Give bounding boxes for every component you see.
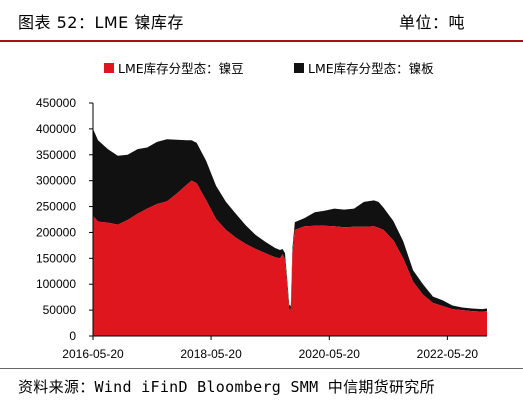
plot-area — [93, 128, 487, 336]
x-tick-label: 2018-05-20 — [180, 347, 242, 361]
y-tick-label: 50000 — [43, 303, 77, 317]
legend: LME库存分型态：镍豆 LME库存分型态：镍板 — [104, 61, 434, 76]
y-tick-label: 450000 — [36, 96, 76, 110]
series-area-nickel-plate — [93, 128, 487, 312]
legend-label: LME库存分型态：镍豆 — [118, 61, 244, 76]
x-tick-label: 2016-05-20 — [62, 347, 124, 361]
legend-swatch — [294, 63, 304, 73]
y-tick-label: 300000 — [36, 174, 76, 188]
y-tick-label: 200000 — [36, 225, 76, 239]
source-note: 资料来源：Wind iFinD Bloomberg SMM 中信期货研究所 — [18, 378, 435, 396]
y-tick-label: 100000 — [36, 277, 76, 291]
axes: 0 50000 100000 150000 200000 250000 300000 3500… — [36, 96, 487, 361]
y-tick-label: 0 — [69, 329, 76, 343]
series-area-nickel-briquettes — [93, 180, 487, 336]
figure-title: 图表 52：LME 镍库存 — [18, 13, 184, 32]
legend-label: LME库存分型态：镍板 — [308, 61, 434, 76]
y-tick-label: 250000 — [36, 200, 76, 214]
legend-swatch — [104, 63, 114, 73]
chart-area: LME库存分型态：镍豆 LME库存分型态：镍板 0 50000 100000 15000… — [36, 61, 487, 361]
y-tick-label: 150000 — [36, 251, 76, 265]
figure-header: 图表 52：LME 镍库存 单位：吨 — [0, 0, 523, 42]
y-tick-label: 350000 — [36, 148, 76, 162]
footer-divider — [0, 368, 523, 369]
x-tick-label: 2022-05-20 — [417, 347, 479, 361]
unit-label: 单位：吨 — [398, 13, 465, 32]
x-tick-label: 2020-05-20 — [299, 347, 361, 361]
y-tick-label: 400000 — [36, 122, 76, 136]
